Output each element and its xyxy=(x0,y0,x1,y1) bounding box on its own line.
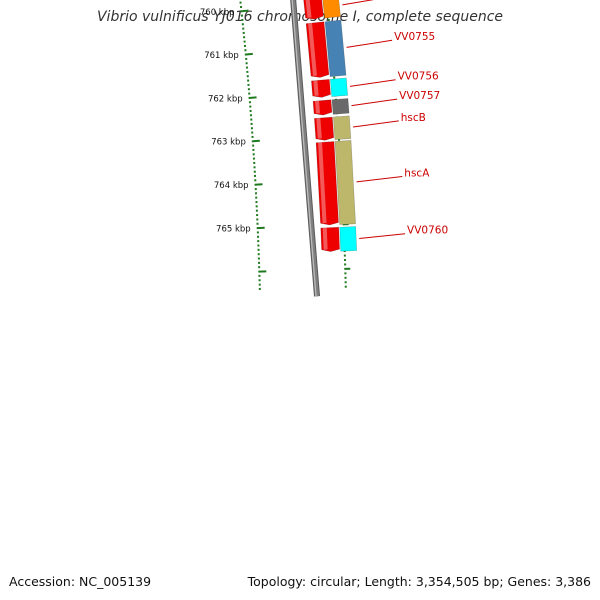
strand-arrow-gloss xyxy=(315,100,320,114)
accession-text: Accession: NC_005139 xyxy=(9,574,152,589)
label-leader xyxy=(349,79,396,87)
label-leader xyxy=(351,98,398,107)
gene-features xyxy=(303,0,357,252)
gene-label: VV0755 xyxy=(394,31,435,43)
map-title: Vibrio vulnificus YJ016 chromosome I, co… xyxy=(96,9,504,25)
label-leader xyxy=(342,0,375,6)
strand-arrow-gloss xyxy=(318,142,327,224)
backbone-line xyxy=(291,0,320,297)
kbp-label: 760 kbp xyxy=(200,8,235,18)
strand-arrow-gloss xyxy=(305,0,312,18)
gene-box xyxy=(330,77,349,97)
kbp-label: 765 kbp xyxy=(216,224,251,234)
gene-box xyxy=(331,98,350,115)
kbp-label: 762 kbp xyxy=(208,94,243,104)
strand-arrow xyxy=(312,99,333,116)
sequence-summary: Topology: circular; Length: 3,354,505 bp… xyxy=(247,574,591,589)
strand-arrow-gloss xyxy=(308,22,317,76)
gene-label: VV0757 xyxy=(399,90,440,102)
sequence-backbone xyxy=(290,0,321,297)
gene-box xyxy=(339,226,357,252)
gene-labels: VV0752VV0753VV0754VV0755VV0756VV0757hscB… xyxy=(342,0,448,239)
gene-box xyxy=(332,115,352,140)
label-leader xyxy=(346,39,393,48)
kbp-label: 761 kbp xyxy=(204,51,239,61)
label-leader xyxy=(353,120,399,128)
strand-arrow xyxy=(305,21,330,78)
strand-arrow xyxy=(311,79,331,98)
inner-major-tick xyxy=(240,9,249,13)
label-leader xyxy=(359,233,406,239)
kbp-label: 764 kbp xyxy=(214,181,249,191)
gene-label: VV0760 xyxy=(407,225,448,237)
kbp-label: 763 kbp xyxy=(211,138,246,148)
gene-box xyxy=(322,0,341,19)
inner-major-tick xyxy=(251,139,260,143)
strand-arrow xyxy=(315,141,339,226)
gene-label: VV0756 xyxy=(398,71,439,83)
label-leader xyxy=(356,175,403,183)
gene-label: hscB xyxy=(401,112,426,124)
strand-arrow-gloss xyxy=(316,117,322,139)
gene-box xyxy=(334,140,356,225)
strand-arrow-gloss xyxy=(313,80,319,96)
strand-arrow xyxy=(320,226,340,252)
inner-tick-marks xyxy=(239,1,267,290)
strand-arrow-gloss xyxy=(322,227,328,250)
backbone-highlight xyxy=(291,0,317,297)
inner-major-tick xyxy=(248,96,257,99)
strand-arrow xyxy=(303,0,324,20)
strand-arrow xyxy=(314,116,335,141)
inner-major-tick xyxy=(244,52,253,56)
gene-label: hscA xyxy=(404,167,430,179)
gene-box xyxy=(324,19,347,77)
